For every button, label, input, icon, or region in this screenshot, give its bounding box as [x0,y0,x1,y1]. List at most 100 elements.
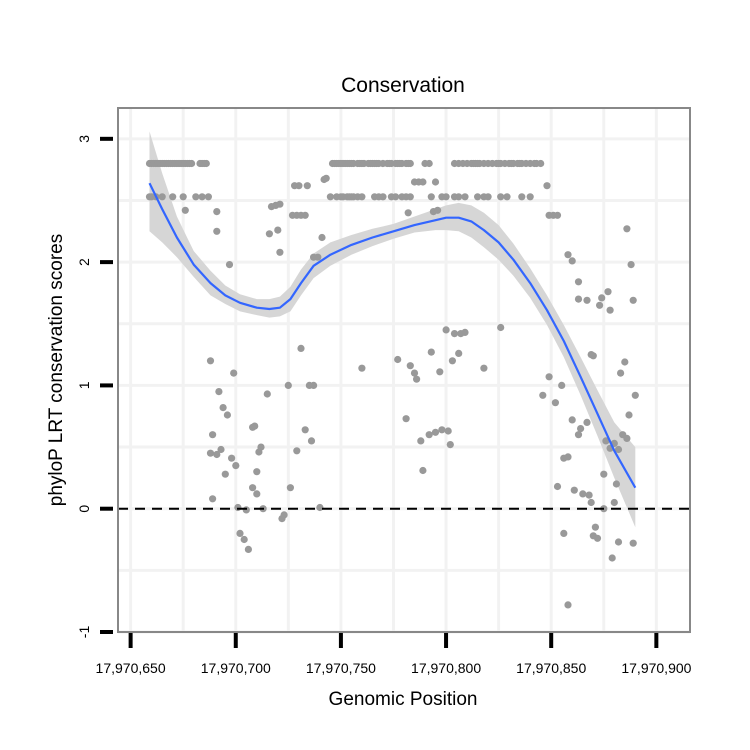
data-point [553,211,562,219]
data-point [232,462,240,470]
data-point [545,373,553,381]
data-point [461,328,469,336]
data-point [484,193,492,201]
data-point [223,411,231,419]
data-point [537,159,545,168]
data-point [318,233,326,242]
data-point [427,193,435,201]
data-point [600,470,608,478]
data-point [215,388,223,396]
data-point [564,601,572,609]
data-point [297,344,305,352]
data-point [591,523,600,531]
data-point [217,445,225,454]
data-point [263,390,271,398]
data-point [585,491,593,499]
data-point [358,364,366,372]
data-point [551,399,560,407]
data-point [606,306,614,314]
data-point [604,288,612,296]
data-point [242,506,250,514]
data-point [497,323,505,332]
data-point [225,261,234,269]
panel-border-layer [117,107,691,633]
x-tick-label: 17,970,800 [411,660,481,676]
data-point [158,193,166,201]
x-axis-label: Genomic Position [329,689,478,710]
data-point [310,381,318,389]
data-point [629,539,637,547]
data-point [448,357,456,365]
data-point [307,437,316,445]
data-point [419,466,427,475]
data-point [442,326,450,334]
data-point [574,278,583,286]
data-point [274,226,282,234]
data-point [598,294,606,302]
panel-border [117,107,691,633]
data-point [608,554,616,562]
data-point [276,248,284,256]
data-point [179,193,187,201]
data-point [284,381,292,389]
data-point [431,428,440,436]
data-point [257,443,265,451]
data-point [480,364,488,372]
data-point [202,159,210,168]
y-tick-label: 1 [76,381,92,389]
data-point [553,482,562,491]
data-point [358,193,366,201]
data-point [221,470,229,478]
data-point [574,431,583,439]
data-point [251,422,259,430]
data-point [240,535,248,544]
data-point [219,404,227,412]
data-point [623,225,631,233]
data-point [419,178,427,186]
data-point [425,159,433,168]
y-axis: -1 0 1 2 3 [76,135,113,638]
data-point [610,498,618,507]
data-point [204,193,212,201]
data-point [617,369,625,377]
data-point [564,251,572,259]
data-point [596,301,604,309]
data-point [234,503,242,512]
data-point [627,261,635,269]
data-point [236,529,244,538]
data-point [442,193,450,201]
data-point [402,415,410,423]
data-point [417,437,425,445]
data-point [631,391,639,399]
data-point [574,295,583,303]
data-point [602,437,610,445]
data-point [621,358,629,366]
y-tick-label: 2 [76,258,92,266]
x-tick-label: 17,970,650 [96,660,166,676]
data-point [213,450,221,459]
data-point [436,368,444,376]
data-point [276,200,284,208]
data-point [181,206,189,214]
data-point [249,484,257,492]
data-point [629,296,637,304]
data-point [444,427,452,435]
data-point [169,193,177,201]
data-point [577,425,585,433]
data-point [198,193,206,201]
data-point [265,230,273,238]
data-point [497,193,505,201]
data-point [230,369,238,377]
data-point [253,468,261,476]
data-point [228,454,236,462]
data-point [427,348,435,356]
data-point [209,495,217,503]
data-point [253,490,261,498]
data-point [431,178,440,186]
data-point [314,253,322,261]
data-point [593,534,602,542]
data-point [579,490,587,498]
data-point [461,193,469,201]
data-point [518,193,526,201]
y-axis-label: phyloP LRT conservation scores [46,234,67,507]
